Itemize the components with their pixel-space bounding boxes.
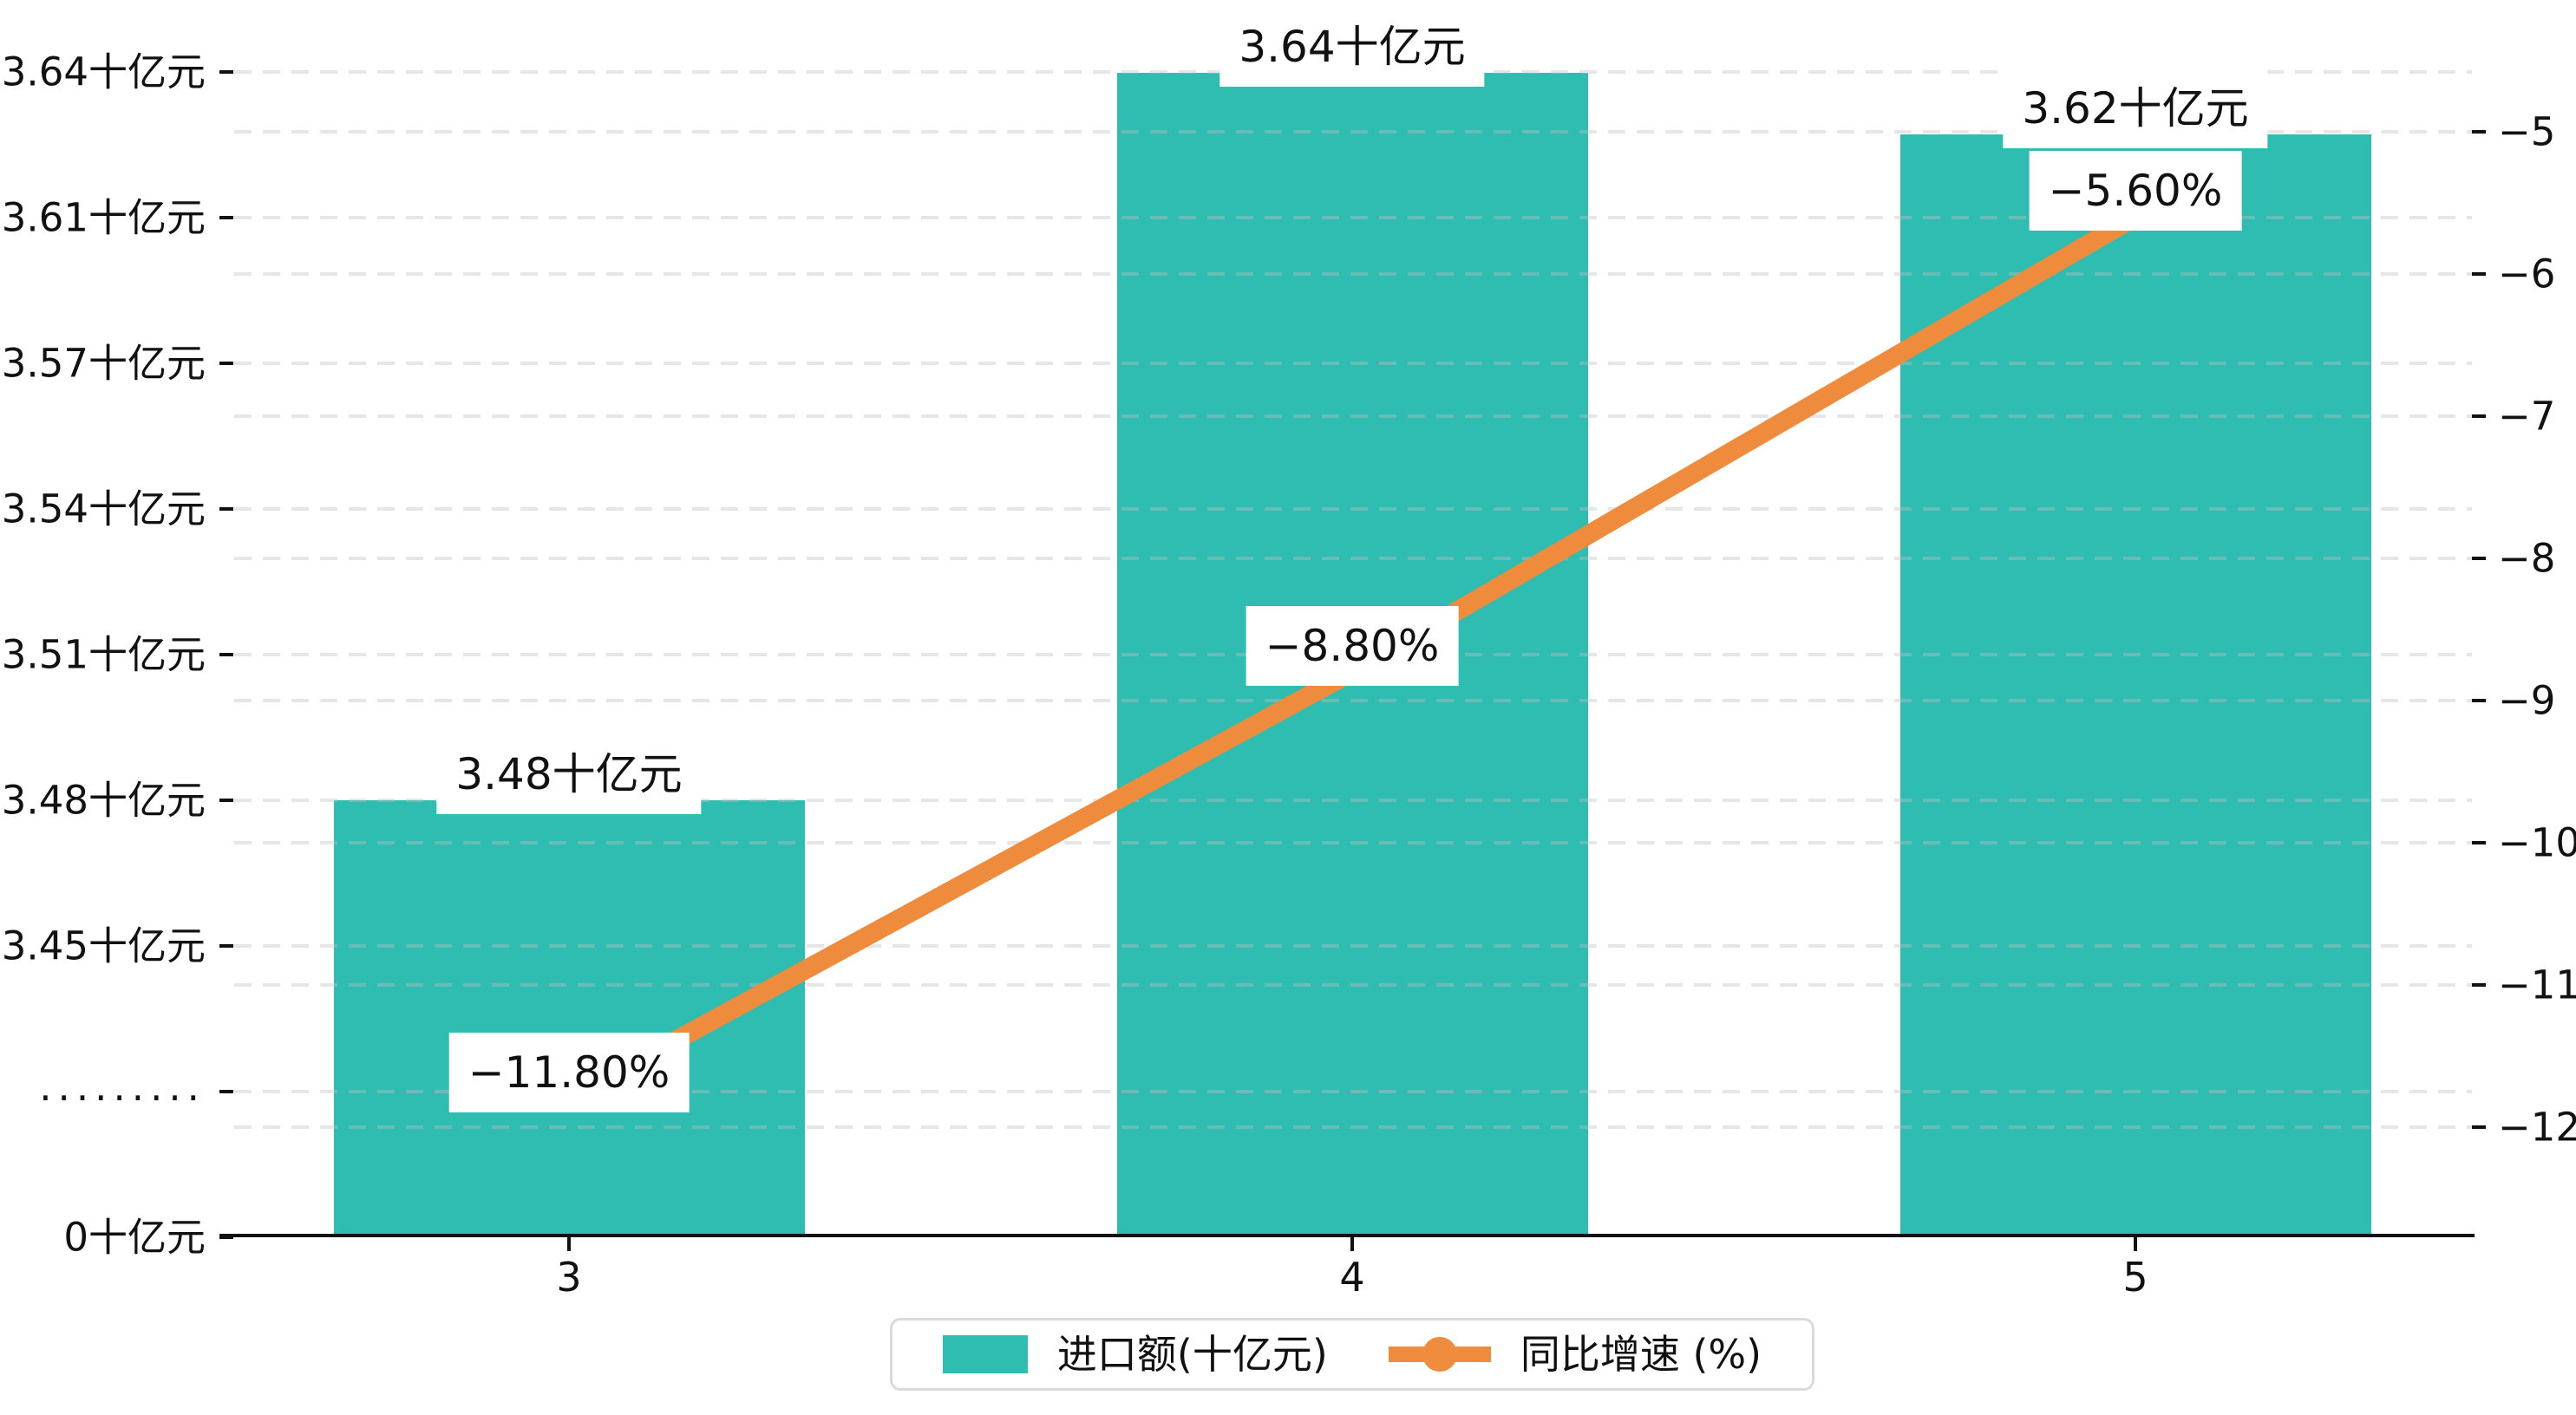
bar-value-label: 3.64十亿元	[1219, 7, 1485, 87]
right-axis-tick-label: −9	[2498, 677, 2556, 724]
right-axis-tick-label: −12	[2498, 1104, 2576, 1151]
left-axis-tick-label: 3.54十亿元	[1, 486, 206, 532]
x-axis-tick-label: 4	[1339, 1254, 1365, 1301]
gridline-right-axis	[234, 130, 2472, 134]
right-axis-tick	[2472, 557, 2486, 560]
left-axis-tick-label: 0十亿元	[63, 1214, 206, 1261]
right-axis-tick	[2472, 983, 2486, 987]
gridline-right-axis	[234, 272, 2472, 276]
left-axis-tick	[219, 362, 233, 365]
right-axis-tick-label: −11	[2498, 962, 2576, 1008]
right-axis-tick	[2472, 130, 2486, 134]
legend-label-import-amount: 进口额(十亿元)	[1056, 1331, 1328, 1378]
right-axis-tick	[2472, 699, 2486, 702]
left-axis-tick	[219, 653, 233, 656]
line-series-marker-icon	[1388, 1335, 1491, 1373]
x-axis-tick	[1350, 1237, 1354, 1251]
bar-series-swatch-icon	[942, 1335, 1028, 1373]
right-axis-tick	[2472, 1125, 2486, 1129]
right-axis-tick	[2472, 841, 2486, 844]
x-axis-tick	[2134, 1237, 2137, 1251]
left-axis-tick	[219, 799, 233, 802]
left-axis-tick-label: 3.61十亿元	[1, 194, 206, 241]
left-axis-tick-label: 3.64十亿元	[1, 49, 206, 95]
left-axis-tick	[219, 1236, 233, 1239]
x-axis-line	[219, 1234, 2475, 1237]
right-axis-tick-label: −8	[2498, 535, 2556, 582]
legend-item-growth-rate[interactable]: 同比增速 (%)	[1388, 1331, 1762, 1378]
bar-value-label: 3.62十亿元	[2003, 68, 2268, 148]
right-axis-tick-label: −10	[2498, 819, 2576, 866]
line-value-label: −5.60%	[2029, 151, 2242, 231]
line-value-label: −11.80%	[448, 1033, 690, 1112]
left-axis-tick-label: 3.57十亿元	[1, 340, 206, 387]
gridline-right-axis	[234, 699, 2472, 702]
gridline-right-axis	[234, 557, 2472, 560]
gridline-right-axis	[234, 983, 2472, 987]
left-axis-break-label: .........	[39, 1064, 206, 1111]
left-axis-tick	[219, 944, 233, 948]
left-axis-tick	[219, 1090, 233, 1093]
gridline-left-axis	[234, 216, 2472, 219]
right-axis-tick	[2472, 272, 2486, 276]
x-axis-tick-label: 5	[2122, 1254, 2148, 1301]
gridline-right-axis	[234, 1125, 2472, 1129]
gridline-left-axis	[234, 507, 2472, 511]
right-axis-tick-label: −5	[2498, 108, 2556, 155]
gridline-left-axis	[234, 944, 2472, 948]
gridline-left-axis	[234, 1090, 2472, 1093]
right-axis-tick-label: −7	[2498, 393, 2556, 440]
gridline-right-axis	[234, 414, 2472, 418]
bar-value-label: 3.48十亿元	[436, 734, 702, 814]
gridline-left-axis	[234, 362, 2472, 365]
right-axis-tick-label: −6	[2498, 251, 2556, 297]
left-axis-tick	[219, 70, 233, 74]
left-axis-tick	[219, 507, 233, 511]
legend: 进口额(十亿元) 同比增速 (%)	[890, 1318, 1814, 1391]
legend-item-import-amount[interactable]: 进口额(十亿元)	[942, 1331, 1328, 1378]
gridline-right-axis	[234, 841, 2472, 844]
x-axis-tick	[567, 1237, 571, 1251]
left-axis-tick-label: 3.51十亿元	[1, 631, 206, 678]
right-axis-tick	[2472, 414, 2486, 418]
line-value-label: −8.80%	[1246, 606, 1459, 686]
left-axis-tick-label: 3.48十亿元	[1, 777, 206, 824]
left-axis-tick	[219, 216, 233, 219]
x-axis-tick-label: 3	[556, 1254, 582, 1301]
gridline-left-axis	[234, 799, 2472, 802]
legend-label-growth-rate: 同比增速 (%)	[1520, 1331, 1762, 1378]
left-axis-tick-label: 3.45十亿元	[1, 923, 206, 969]
